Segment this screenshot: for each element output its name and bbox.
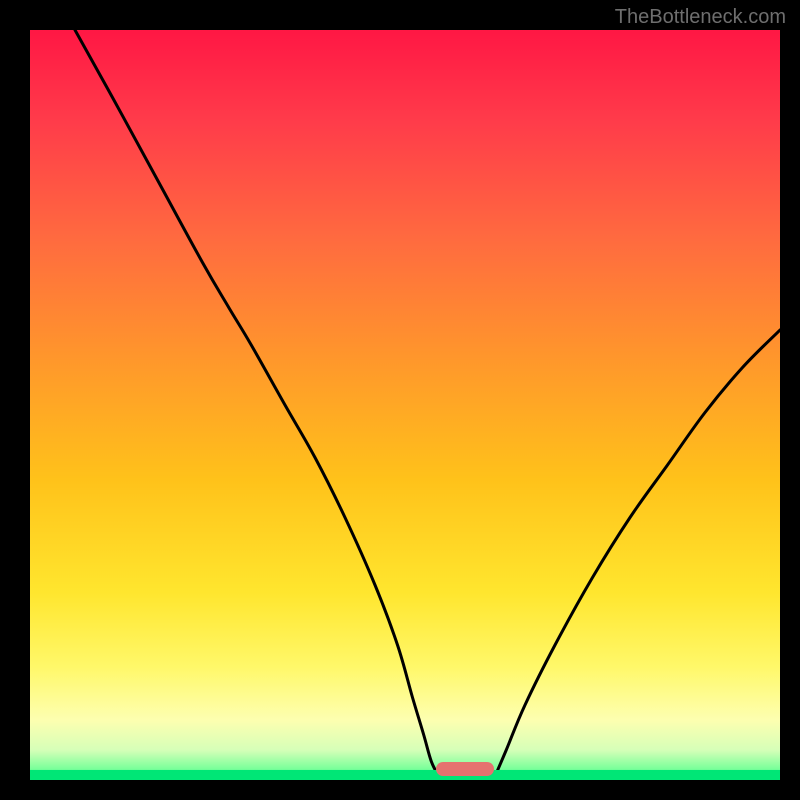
curves-svg <box>30 30 780 780</box>
plot-area <box>30 30 780 780</box>
watermark-text: TheBottleneck.com <box>615 6 786 29</box>
bottom-green-bar <box>30 770 780 780</box>
left-curve <box>75 30 439 776</box>
right-curve <box>495 330 780 776</box>
marker-pill <box>436 762 494 776</box>
